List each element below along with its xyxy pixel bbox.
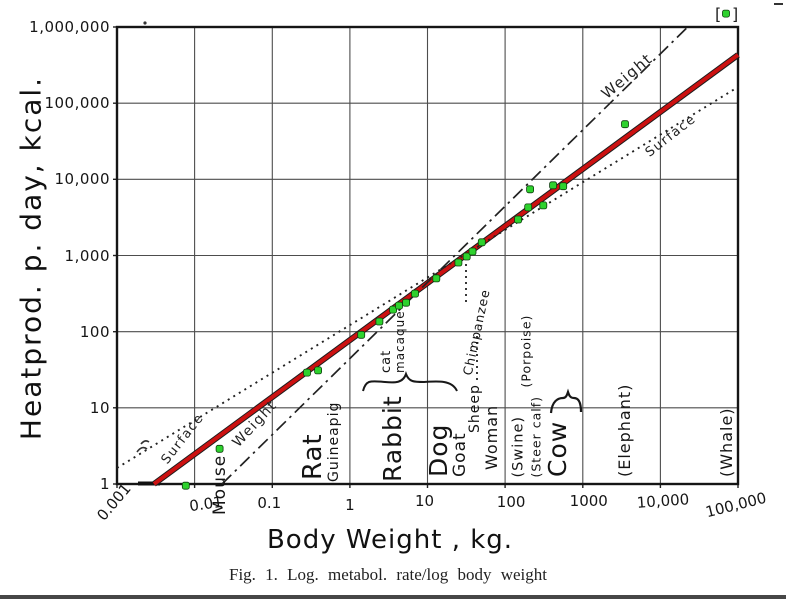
y-tick-label: 100,000 [44,94,110,113]
data-point [549,181,557,190]
data-point [454,258,463,267]
y-tick-label: 10,000 [54,170,110,189]
data-point [432,274,441,283]
surface-line [116,86,739,469]
data-point [462,252,471,261]
data-point [621,120,629,129]
scan-edge-strip [0,595,786,599]
y-tick-label: 1,000 [64,246,110,265]
animal-label: Rabbit [378,395,408,482]
data-point [539,201,548,210]
x-tick-label: 0.1 [257,494,282,512]
stray-mark [136,440,150,453]
data-point [468,247,477,256]
animal-label: macaque [393,310,408,374]
animal-label: Cow [543,420,573,477]
data-point [559,182,568,191]
data-point [524,203,533,212]
data-point [389,305,398,314]
x-tick-label: 10,000 [636,490,691,512]
data-point [411,289,419,298]
bracket-right: ] [732,5,738,24]
stray-dot [143,21,147,25]
data-point [514,215,522,224]
animal-label: Goat [449,432,470,478]
animal-label: (Porpoise) [518,314,534,388]
figure-caption: Fig. 1. Log. metabol. rate/log body weig… [228,565,548,584]
animal-label: (Elephant) [615,383,635,478]
data-point [395,301,403,310]
data-point [477,238,486,247]
data-point [526,185,534,194]
plot-border [115,25,740,486]
x-tick-label: 10 [414,492,435,510]
y-tick-label: 1 [99,475,110,493]
cow-brace [549,388,583,414]
data-point [314,366,323,375]
data-point [215,444,224,453]
x-tick-label: 1 [345,496,355,514]
data-point [181,481,190,490]
animal-label: (Swine) [510,415,527,478]
cat-macaque-brace [362,371,458,392]
y-axis-title: Heatprod. p. day, kcal. [14,75,48,441]
data-point [402,298,411,307]
x-tick-label: 1000 [569,492,608,510]
animal-label: Dog [423,423,453,477]
animal-label: (Whale) [717,407,737,478]
y-tick-label: 1,000,000 [29,18,110,36]
x-axis-title: Body Weight , kg. [266,525,514,555]
animal-label: cat [378,350,394,374]
weight-line [221,26,689,485]
animal-label: Rat [297,433,328,480]
animal-label: Mouse [209,454,230,516]
animal-label: (Steer calf) [528,395,544,478]
fit-line [152,53,740,486]
y-tick-label: 10 [89,398,110,417]
data-point [303,368,311,377]
data-point [375,317,384,326]
bracket-left: [ [715,5,721,24]
animal-label: Guineapig [325,401,342,483]
animal-label: Woman [481,404,501,471]
x-tick-label: 100 [496,493,526,511]
data-point [357,330,366,339]
y-tick-label: 100 [79,322,110,341]
animal-label: Sheep [467,384,484,434]
data-point-bracketed [722,9,730,18]
scan-corner-mark [774,3,783,5]
